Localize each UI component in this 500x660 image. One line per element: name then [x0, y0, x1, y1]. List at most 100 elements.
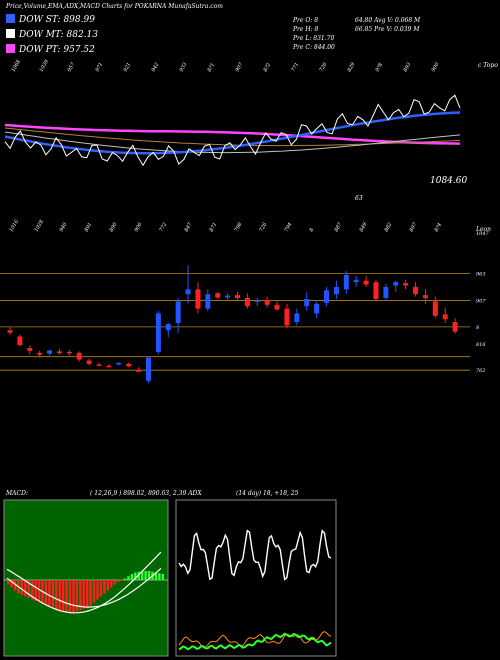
price-line: [4, 94, 461, 167]
price-tick-label: 940: [59, 221, 69, 233]
price-tick-label: 1016: [9, 218, 21, 233]
macd-hist-bar: [72, 580, 75, 613]
price-y-label: 1047: [476, 231, 490, 237]
macd-hist-bar: [116, 580, 120, 583]
price-top-right: Leon: [476, 226, 492, 233]
price-tick-label: 726: [259, 221, 269, 233]
candle-body: [274, 304, 280, 310]
price-tick-group: 1016 1028 940 891 890 906 772 847 871 798 726 794 8 8…: [9, 218, 444, 233]
price-tick-label: 772: [159, 222, 169, 233]
macd-hist-bar: [75, 580, 79, 612]
macd-hist-bar: [55, 580, 58, 610]
macd-hist-bar: [113, 580, 116, 585]
candle-body: [96, 364, 102, 366]
dow-mt-line: [4, 131, 461, 154]
macd-hist-bar: [48, 580, 51, 607]
top-panel-lines: [4, 94, 461, 167]
top-tick-label: 971: [95, 62, 105, 73]
macd-hist-bar: [140, 571, 144, 580]
candle-body: [442, 314, 448, 320]
macd-hist-bar: [86, 580, 89, 607]
macd-hist-bar: [37, 580, 41, 603]
candle-body: [185, 289, 191, 295]
macd-hist-bar: [106, 580, 110, 591]
macd-hist-bar: [68, 580, 72, 613]
macd-label: MACD:: [6, 490, 28, 497]
info-pre-c: Pre C: 844.00: [293, 44, 335, 51]
top-tick-label: 907: [235, 61, 245, 73]
macd-hist-bar: [154, 572, 158, 580]
candle-body: [343, 274, 349, 290]
macd-hist-bar: [51, 580, 55, 609]
legend-dow-st: DOW ST: 898.99: [6, 14, 95, 25]
price-tick-label: 906: [134, 221, 144, 233]
adx-plus-di-line: [178, 632, 332, 651]
candle-body: [284, 308, 290, 326]
top-tick-label: 9?8: [375, 62, 385, 73]
price-tick-label: 887: [334, 221, 344, 233]
macd-hist-bar: [58, 580, 61, 612]
macd-hist-bar: [79, 580, 82, 610]
macd-hist-bar: [61, 580, 65, 613]
price-grid: [0, 273, 470, 371]
candle-body: [225, 295, 231, 298]
candle-body: [452, 322, 458, 332]
macd-hist-bar: [13, 580, 17, 591]
candle-body: [324, 290, 330, 303]
candle-body: [126, 363, 132, 367]
top-tick-label: 921: [123, 62, 133, 73]
top-tick-label: 8?2: [263, 62, 273, 73]
top-small-label: 63: [355, 195, 363, 202]
macd-signal-line: [6, 567, 162, 608]
top-value-label: 1084.60: [430, 176, 468, 186]
price-y-label: 816: [476, 342, 486, 348]
candle-body: [363, 280, 369, 285]
info-pre-l: Pre L: 831.70: [293, 35, 335, 42]
top-tick-label: 726: [319, 61, 329, 73]
candle-body: [116, 362, 122, 365]
info-avg-v: 64.80 Avg V: 0.068 M: [355, 17, 421, 24]
candle-body: [47, 350, 53, 354]
macd-line: [6, 551, 162, 614]
price-tick-label: 794: [284, 222, 294, 233]
candle-body: [244, 298, 250, 307]
top-tick-label: 893: [403, 62, 413, 73]
candle-body: [195, 289, 201, 309]
macd-hist-bar: [137, 571, 140, 580]
top-tick-group: 1068 1039 957 971 921 942 933 8?1 907 8?2 771 726 82…: [11, 58, 441, 73]
candle-group: [7, 265, 458, 384]
macd-hist-bar: [31, 580, 34, 600]
candle-body: [432, 301, 438, 316]
candle-body: [175, 301, 181, 324]
macd-hist-bar: [24, 580, 27, 597]
candle-body: [215, 293, 221, 298]
macd-hist-bar: [96, 580, 99, 600]
candle-body: [145, 357, 151, 381]
top-tick-label: 1068: [11, 59, 23, 73]
candle-body: [333, 286, 339, 295]
price-tick-label: 8: [309, 227, 316, 233]
candle-body: [383, 286, 389, 299]
macd-hist-bar: [130, 574, 134, 580]
candle-body: [56, 351, 62, 354]
adx-panel: [175, 499, 337, 657]
macd-hist-bar: [10, 580, 13, 588]
price-tick-label: 1028: [34, 219, 46, 233]
macd-hist-bar: [158, 573, 161, 580]
info-pre-h: Pre H: 8: [293, 26, 319, 33]
candle-body: [403, 283, 409, 286]
legend-swatch-st: [6, 14, 15, 23]
top-tick-label: 771: [291, 62, 301, 73]
macd-hist-bar: [123, 578, 127, 580]
macd-hist-bar: [103, 580, 106, 594]
candle-body: [254, 300, 260, 302]
price-tick-label: 871: [209, 222, 219, 233]
macd-values: ( 12,26,9 ) 898.02, 890.63, 2.39 ADX: [90, 490, 202, 497]
candle-body: [155, 313, 161, 352]
price-tick-label: 890: [109, 221, 119, 233]
legend-dow-mt: DOW MT: 882.13: [6, 29, 98, 40]
top-right-label: c Topo: [478, 62, 498, 69]
candle-body: [17, 336, 23, 346]
macd-hist-bar: [99, 580, 103, 597]
